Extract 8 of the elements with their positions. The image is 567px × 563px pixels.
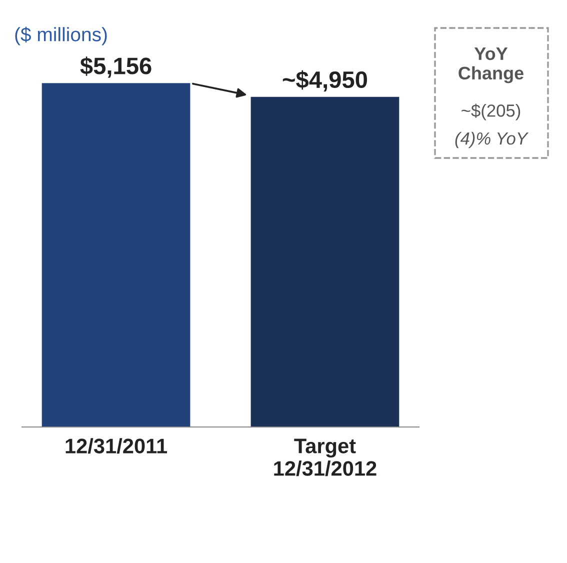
text: ~$(205) (462, 104, 520, 120)
data-label: $5,156 (80, 56, 152, 78)
text: (4)% YoY (455, 132, 529, 148)
x-tick-label: Target 12/31/2012 (274, 438, 376, 476)
text: ($ millions) (15, 26, 107, 46)
text: YoY Change (458, 47, 524, 84)
x-tick-label: 12/31/2011 (66, 438, 168, 454)
data-label: ~$4,950 (282, 70, 368, 92)
